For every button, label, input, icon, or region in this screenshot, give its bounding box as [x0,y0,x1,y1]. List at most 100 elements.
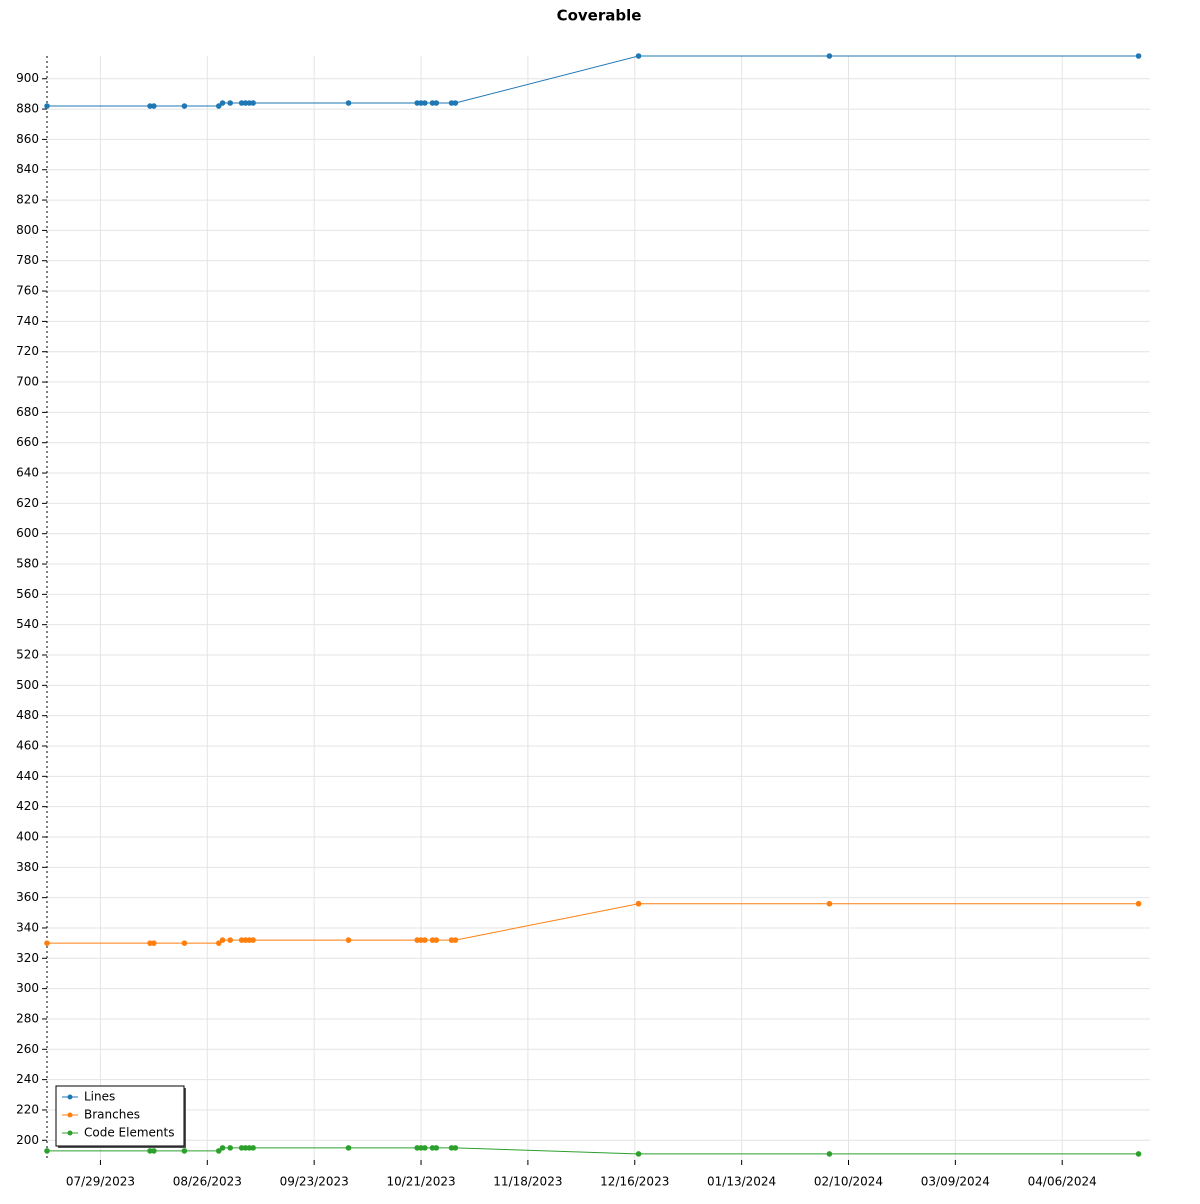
x-tick-label: 02/10/2024 [814,1175,883,1189]
data-point [181,940,188,946]
y-tick-label: 360 [16,890,39,904]
legend-label: Code Elements [84,1126,174,1140]
y-tick-label: 880 [16,102,39,116]
y-tick-label: 760 [16,284,39,298]
data-point [44,940,50,946]
y-tick-label: 620 [16,496,39,510]
data-point [433,100,440,106]
y-tick-label: 300 [16,981,39,995]
data-point [227,1145,233,1151]
data-point [345,100,352,106]
legend-label: Branches [84,1108,140,1122]
y-tick-label: 480 [16,708,39,722]
y-tick-label: 500 [16,678,39,692]
y-tick-label: 240 [16,1072,39,1086]
y-tick-label: 320 [16,951,39,965]
data-point [219,100,226,106]
data-point [345,937,352,943]
x-tick-label: 12/16/2023 [600,1175,669,1189]
y-tick-label: 900 [16,71,39,85]
data-point [452,100,459,106]
y-tick-label: 580 [16,557,39,571]
x-tick-label: 08/26/2023 [173,1175,242,1189]
data-point [250,100,256,106]
y-tick-label: 260 [16,1042,39,1056]
y-tick-label: 640 [16,466,39,480]
data-point [345,1145,352,1151]
y-tick-label: 280 [16,1011,39,1025]
data-point [826,900,833,907]
y-tick-label: 720 [16,344,39,358]
y-tick-label: 600 [16,526,39,540]
x-tick-label: 07/29/2023 [66,1175,135,1189]
data-point [635,53,642,59]
x-tick-label: 04/06/2024 [1028,1175,1097,1189]
y-tick-label: 440 [16,769,39,783]
legend-marker [67,1130,73,1136]
x-tick-label: 10/21/2023 [386,1175,455,1189]
data-point [452,1145,459,1151]
data-point [151,940,157,946]
data-point [826,53,833,59]
y-tick-label: 660 [16,435,39,449]
data-point [215,103,222,109]
data-point [219,937,226,943]
legend-marker [67,1112,73,1118]
data-point [433,1145,440,1151]
legend-marker [67,1094,73,1100]
y-tick-label: 460 [16,739,39,753]
y-tick-label: 200 [16,1133,39,1147]
y-tick-label: 220 [16,1102,39,1116]
data-point [422,1145,428,1151]
data-point [422,100,428,106]
y-tick-label: 800 [16,223,39,237]
data-point [44,103,50,109]
data-point [227,937,233,943]
data-point [250,1145,256,1151]
data-point [151,1148,157,1154]
y-tick-label: 860 [16,132,39,146]
data-point [219,1145,226,1151]
chart-title: Coverable [557,7,642,25]
x-tick-label: 09/23/2023 [280,1175,349,1189]
data-point [1135,1151,1142,1157]
data-point [215,940,222,946]
x-tick-label: 11/18/2023 [493,1175,562,1189]
y-tick-label: 540 [16,617,39,631]
y-tick-label: 380 [16,860,39,874]
y-tick-label: 700 [16,375,39,389]
data-point [44,1148,50,1154]
data-point [1135,53,1142,59]
x-tick-label: 01/13/2024 [707,1175,776,1189]
data-point [250,937,256,943]
y-tick-label: 740 [16,314,39,328]
series-line [47,55,1139,107]
data-point [635,1151,642,1157]
legend: Lines Branches Code Elements [55,1085,186,1148]
y-tick-label: 820 [16,193,39,207]
data-point [1135,900,1142,907]
data-point [181,103,188,109]
data-point [433,937,440,943]
x-tick-label: 03/09/2024 [921,1175,990,1189]
y-tick-label: 840 [16,162,39,176]
y-tick-label: 780 [16,253,39,267]
data-point [635,900,642,907]
data-point [151,103,157,109]
y-tick-label: 400 [16,829,39,843]
data-point [422,937,428,943]
y-tick-label: 420 [16,799,39,813]
series-line [47,1147,1139,1155]
y-tick-label: 680 [16,405,39,419]
data-point [452,937,459,943]
y-tick-label: 520 [16,648,39,662]
data-point [227,100,233,106]
data-point [215,1148,222,1154]
data-point [826,1151,833,1157]
series-line [47,903,1139,944]
y-tick-label: 560 [16,587,39,601]
y-tick-label: 340 [16,920,39,934]
data-point [181,1148,188,1154]
legend-label: Lines [84,1090,115,1104]
